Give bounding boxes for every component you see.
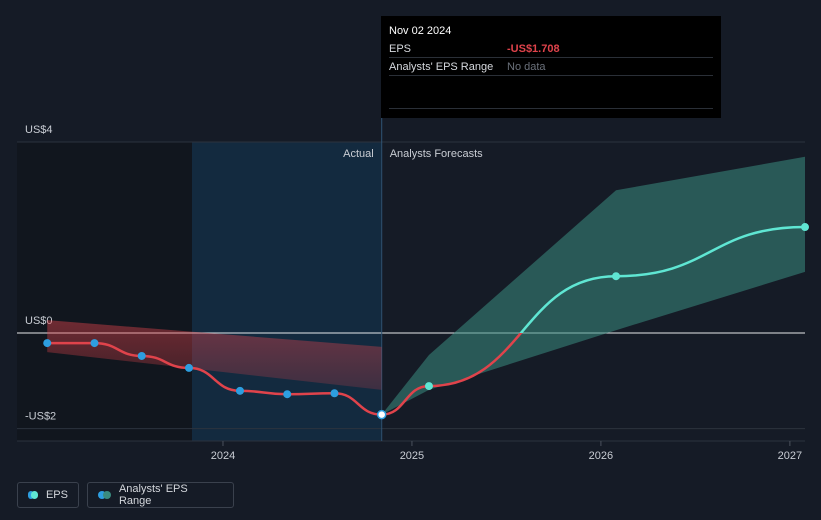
past-shade (17, 142, 192, 441)
eps-point (424, 382, 433, 391)
legend-swatch (102, 491, 111, 499)
x-tick-label: 2027 (778, 450, 802, 462)
x-tick-label: 2025 (400, 450, 424, 462)
tooltip: Nov 02 2024 EPS -US$1.708 Analysts' EPS R… (381, 16, 721, 118)
section-label: Actual (343, 148, 374, 160)
eps-point (376, 409, 387, 420)
legend-swatch (31, 491, 38, 499)
legend-swatch (28, 491, 35, 499)
legend-item[interactable]: EPS (17, 482, 79, 508)
eps-point (184, 363, 193, 372)
legend-label: EPS (45, 489, 68, 501)
x-tick-label: 2026 (589, 450, 613, 462)
eps-point (283, 390, 292, 399)
eps-point (43, 339, 52, 348)
eps-point (137, 351, 146, 360)
tooltip-value: -US$1.708 (507, 42, 560, 55)
eps-point (90, 339, 99, 348)
chart: -US$2 US$0 US$4 2024 2025 2026 2027 Actual Analy… (17, 118, 809, 462)
tooltip-row: Analysts' EPS Range No data (389, 58, 713, 76)
tooltip-value: No data (507, 60, 546, 73)
x-tick-label: 2024 (211, 450, 235, 462)
tooltip-label: EPS (389, 42, 412, 55)
legend-swatch (98, 491, 106, 499)
eps-point (330, 389, 339, 398)
y-tick-label: US$0 (25, 315, 53, 327)
section-label: Analysts Forecasts (390, 148, 483, 160)
legend-label: Analysts' EPS Range (118, 483, 188, 507)
tooltip-row: EPS -US$1.708 (389, 40, 713, 58)
eps-point (235, 386, 244, 395)
tooltip-label: Analysts' EPS Range (389, 60, 494, 73)
range-area (47, 320, 382, 390)
eps-point (612, 272, 621, 281)
legend-item[interactable]: Analysts' EPS Range (87, 482, 234, 508)
range-area (381, 156, 805, 415)
y-tick-label: US$4 (25, 124, 53, 136)
tooltip-divider (389, 91, 713, 109)
y-tick-label: -US$2 (25, 410, 56, 422)
tooltip-date: Nov 02 2024 (389, 25, 452, 37)
eps-point (801, 223, 809, 232)
